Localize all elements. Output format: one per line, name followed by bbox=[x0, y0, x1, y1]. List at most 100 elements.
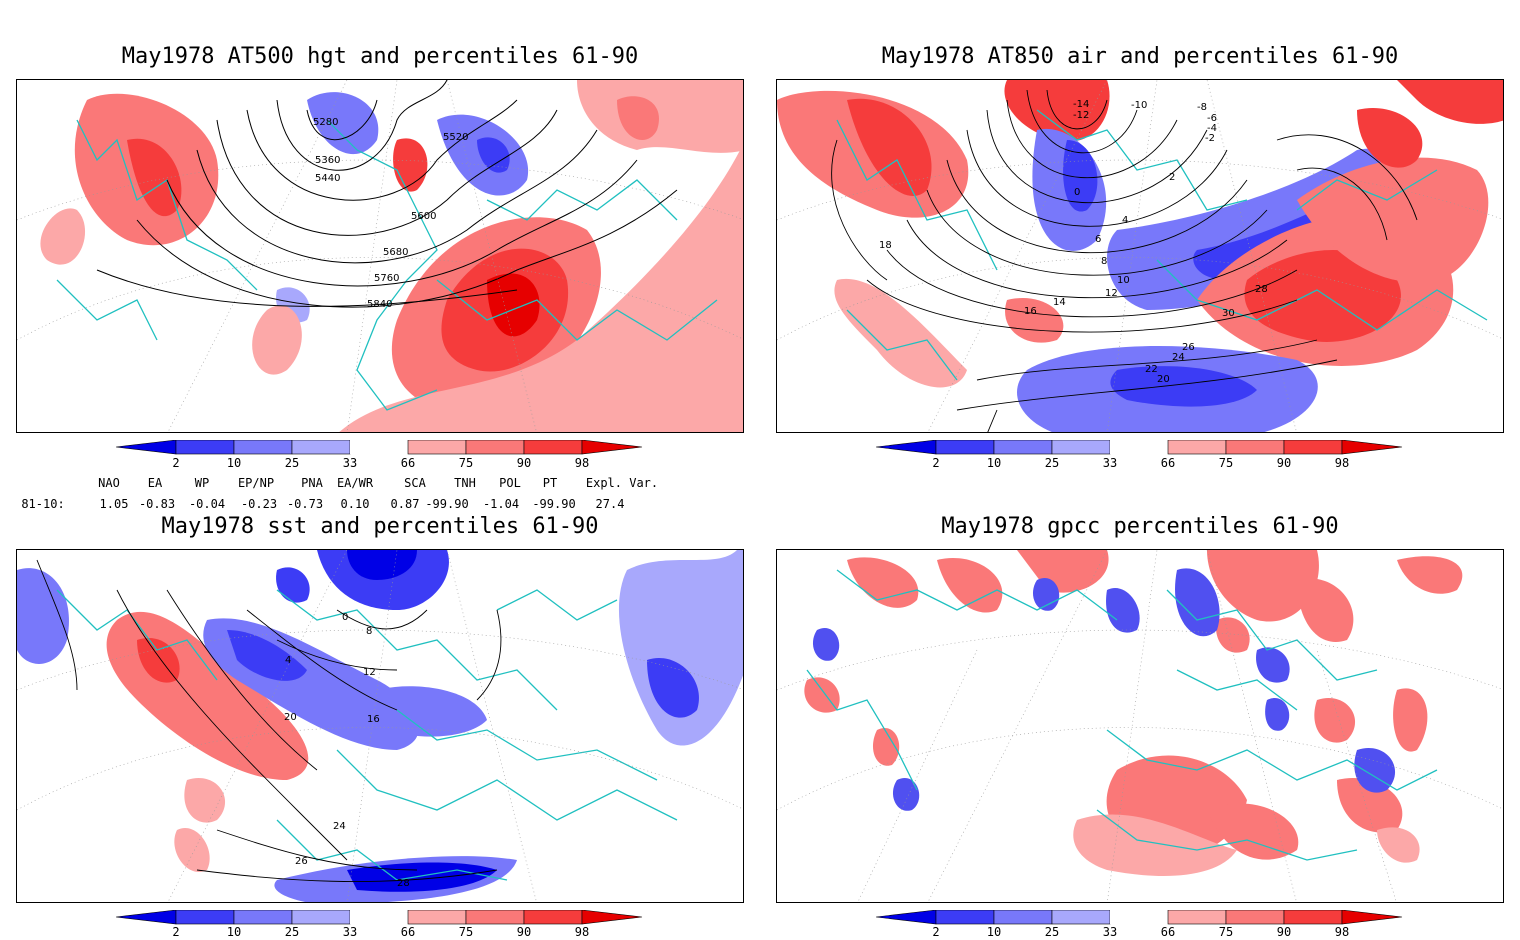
colorbar-sst bbox=[116, 910, 643, 925]
contour-label: 5840 bbox=[367, 299, 392, 310]
contour-label: 24 bbox=[1172, 352, 1185, 363]
contour-label: 28 bbox=[1255, 284, 1268, 295]
contour-label: -4 bbox=[1207, 123, 1217, 134]
colorbar-label: 10 bbox=[226, 925, 242, 939]
colorbar-label: 33 bbox=[1102, 925, 1118, 939]
contour-label: 16 bbox=[367, 714, 380, 725]
contour-label: -12 bbox=[1073, 110, 1089, 121]
index-header: PNA bbox=[301, 476, 323, 490]
panel-title-air850: May1978 AT850 air and percentiles 61-90 bbox=[881, 44, 1399, 69]
colorbar-label: 90 bbox=[1276, 456, 1292, 470]
colorbar-label: 98 bbox=[1334, 456, 1350, 470]
index-header: EP/NP bbox=[237, 476, 275, 490]
colorbar-label: 10 bbox=[226, 456, 242, 470]
colorbar-label: 33 bbox=[342, 925, 358, 939]
index-header: NAO bbox=[98, 476, 120, 490]
contour-label: 8 bbox=[1101, 256, 1107, 267]
contour-label: 8 bbox=[366, 626, 372, 637]
contour-labels-air850: -14 -12 -10 -8 -6 -4 -2 0 2 4 6 8 10 12 … bbox=[879, 99, 1268, 385]
index-value: -0.83 bbox=[138, 497, 176, 511]
index-value: -0.23 bbox=[240, 497, 278, 511]
index-headers: NAO EA WP EP/NP PNA EA/WR SCA TNH POL PT… bbox=[0, 476, 760, 492]
contour-label: 5440 bbox=[315, 173, 340, 184]
contour-label: 10 bbox=[1117, 275, 1130, 286]
colorbar-label: 75 bbox=[458, 456, 474, 470]
panel-title-sst: May1978 sst and percentiles 61-90 bbox=[161, 514, 599, 539]
contour-label: 14 bbox=[1053, 297, 1066, 308]
contour-label: 5280 bbox=[313, 117, 338, 128]
contour-label: -2 bbox=[1205, 133, 1215, 144]
contour-label: 28 bbox=[397, 878, 410, 889]
contour-label: 5680 bbox=[383, 247, 408, 258]
map-hgt500: 5280 5360 5440 5520 5600 5680 5760 5840 bbox=[16, 79, 744, 433]
colorbar-label: 2 bbox=[932, 925, 940, 939]
contour-label: 5600 bbox=[411, 211, 436, 222]
colorbar-air850 bbox=[876, 440, 1403, 455]
contour-label: 16 bbox=[1024, 306, 1037, 317]
contour-label: 12 bbox=[1105, 288, 1118, 299]
contour-label: 0 bbox=[1074, 187, 1080, 198]
contour-label: 26 bbox=[295, 856, 308, 867]
colorbar-label: 25 bbox=[284, 456, 300, 470]
colorbar-label: 75 bbox=[1218, 456, 1234, 470]
colorbar-label: 98 bbox=[1334, 925, 1350, 939]
colorbar-label: 90 bbox=[516, 456, 532, 470]
contour-label: -10 bbox=[1131, 100, 1147, 111]
index-header: WP bbox=[194, 476, 210, 490]
colorbar-label: 25 bbox=[1044, 925, 1060, 939]
contour-label: 20 bbox=[1157, 374, 1170, 385]
index-value: -99.90 bbox=[425, 497, 469, 511]
contour-label: 5360 bbox=[315, 155, 340, 166]
colorbar-label: 2 bbox=[932, 456, 940, 470]
colorbar-label: 66 bbox=[1160, 925, 1176, 939]
map-sst: 0 4 8 12 16 20 24 26 28 bbox=[16, 549, 744, 903]
colorbar-label: 98 bbox=[574, 925, 590, 939]
colorbar-label: 10 bbox=[986, 925, 1002, 939]
colorbar-label: 10 bbox=[986, 456, 1002, 470]
contour-labels-sst: 0 4 8 12 16 20 24 26 28 bbox=[284, 612, 410, 889]
contour-label: 0 bbox=[342, 612, 348, 623]
colorbar-label: 90 bbox=[1276, 925, 1292, 939]
colorbar-label: 33 bbox=[1102, 456, 1118, 470]
index-value: 0.10 bbox=[340, 497, 370, 511]
index-header: PT bbox=[542, 476, 558, 490]
map-gpcc bbox=[776, 549, 1504, 903]
index-value: -0.04 bbox=[188, 497, 226, 511]
contour-label: 6 bbox=[1095, 234, 1101, 245]
panel-title-hgt500: May1978 AT500 hgt and percentiles 61-90 bbox=[121, 44, 639, 69]
index-header: EA bbox=[147, 476, 163, 490]
index-value: -99.90 bbox=[532, 497, 576, 511]
map-air850: -14 -12 -10 -8 -6 -4 -2 0 2 4 6 8 10 12 … bbox=[776, 79, 1504, 433]
colorbar-label: 75 bbox=[1218, 925, 1234, 939]
index-value: 1.05 bbox=[99, 497, 129, 511]
colorbar-label: 25 bbox=[284, 925, 300, 939]
contour-label: 22 bbox=[1145, 364, 1158, 375]
colorbar-label: 66 bbox=[400, 456, 416, 470]
contour-label: 12 bbox=[363, 667, 376, 678]
index-header: SCA bbox=[404, 476, 426, 490]
index-value: -1.04 bbox=[482, 497, 520, 511]
index-row-label: 81-10: bbox=[21, 497, 65, 511]
colorbar-hgt500 bbox=[116, 440, 643, 455]
colorbar-gpcc bbox=[876, 910, 1403, 925]
contour-label: 18 bbox=[879, 240, 892, 251]
contour-label: -6 bbox=[1207, 113, 1217, 124]
contour-label: 26 bbox=[1182, 342, 1195, 353]
index-value: -0.73 bbox=[286, 497, 324, 511]
index-header: POL bbox=[499, 476, 521, 490]
index-header: TNH bbox=[454, 476, 476, 490]
index-value: 0.87 bbox=[390, 497, 420, 511]
colorbar-label: 75 bbox=[458, 925, 474, 939]
colorbar-label: 98 bbox=[574, 456, 590, 470]
contour-label: 4 bbox=[1122, 215, 1128, 226]
colorbar-label: 2 bbox=[172, 925, 180, 939]
contour-label: 5520 bbox=[443, 132, 468, 143]
index-value: 27.4 bbox=[595, 497, 625, 511]
contour-label: 5760 bbox=[374, 273, 399, 284]
index-values: 81-10: 1.05 -0.83 -0.04 -0.23 -0.73 0.10… bbox=[0, 497, 760, 513]
contour-labels-hgt500: 5280 5360 5440 5520 5600 5680 5760 5840 bbox=[313, 117, 468, 310]
colorbar-label: 2 bbox=[172, 456, 180, 470]
index-header: EA/WR bbox=[336, 476, 374, 490]
colorbar-label: 33 bbox=[342, 456, 358, 470]
contour-label: 4 bbox=[285, 655, 291, 666]
